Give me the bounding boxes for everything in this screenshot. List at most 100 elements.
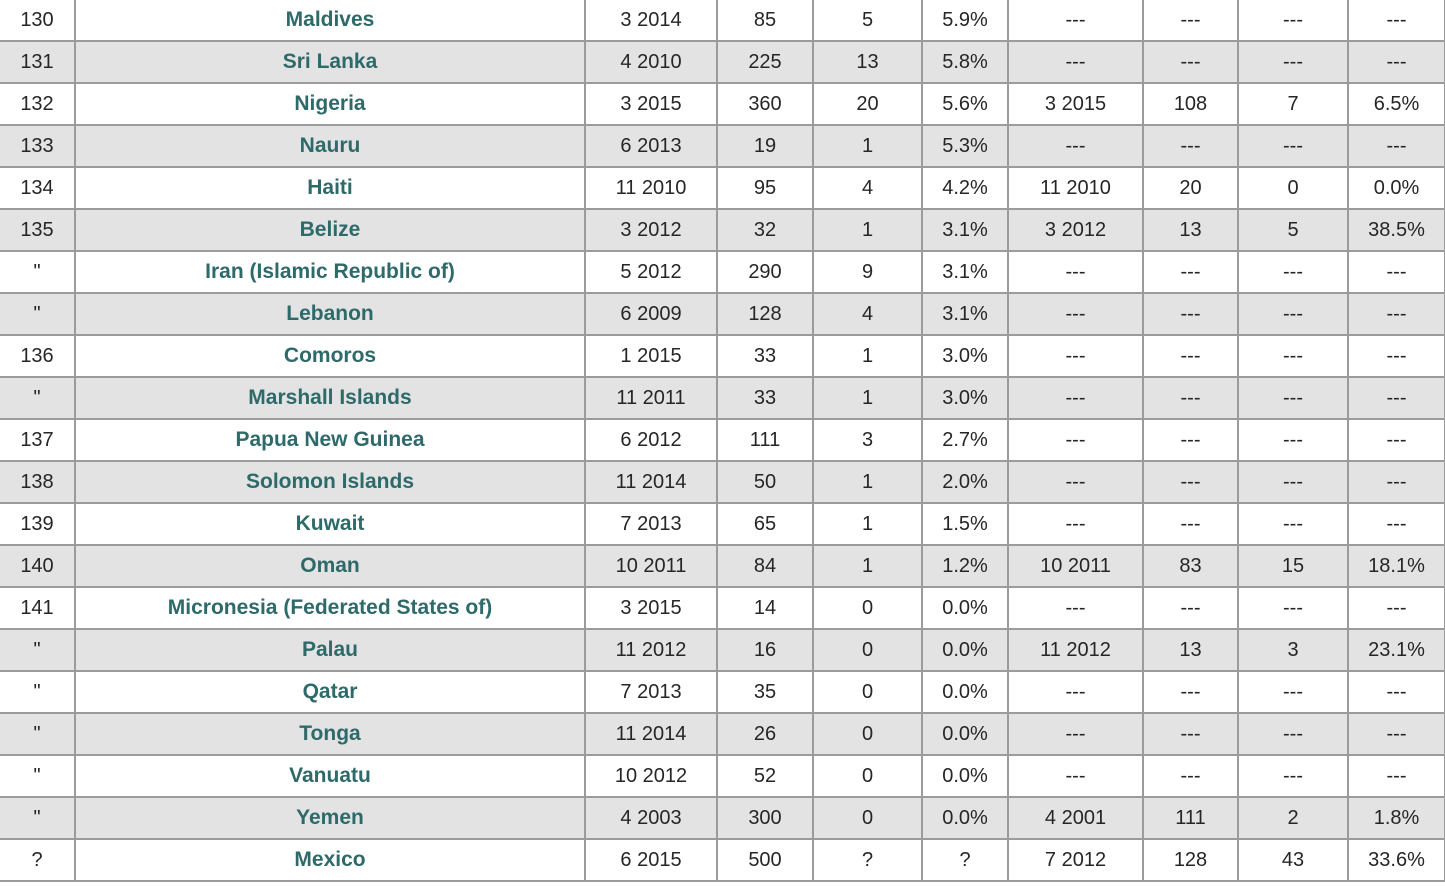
upper-house-women-cell: ---	[1237, 460, 1349, 504]
upper-house-seats-cell: ---	[1142, 376, 1239, 420]
upper-house-women-cell: ---	[1237, 418, 1349, 462]
lower-house-women-cell: 1	[812, 502, 923, 546]
upper-house-seats-cell: 111	[1142, 796, 1239, 840]
table-row: 133 Nauru 6 2013 19 1 5.3% --- --- --- -…	[0, 124, 1445, 168]
lower-house-elections-cell: 11 2011	[584, 376, 718, 420]
country-link[interactable]: Palau	[301, 638, 359, 661]
upper-house-elections-cell: ---	[1007, 754, 1144, 798]
country-link[interactable]: Lebanon	[286, 302, 374, 325]
lower-house-seats-cell: 52	[716, 754, 814, 798]
lower-house-elections-cell: 4 2010	[584, 40, 718, 84]
lower-house-seats-cell: 14	[716, 586, 814, 630]
upper-house-seats-cell: 13	[1142, 628, 1239, 672]
lower-house-seats-cell: 128	[716, 292, 814, 336]
upper-house-seats-cell: 128	[1142, 838, 1239, 882]
upper-house-percent-cell: ---	[1347, 586, 1445, 630]
upper-house-percent-cell: 0.0%	[1347, 166, 1445, 210]
upper-house-elections-cell: ---	[1007, 40, 1144, 84]
lower-house-percent-cell: 0.0%	[921, 796, 1009, 840]
country-cell: Iran (Islamic Republic of)	[74, 250, 586, 294]
country-link[interactable]: Marshall Islands	[248, 386, 412, 409]
country-cell: Comoros	[74, 334, 586, 378]
table-row: " Iran (Islamic Republic of) 5 2012 290 …	[0, 250, 1445, 294]
country-link[interactable]: Solomon Islands	[245, 470, 415, 493]
country-link[interactable]: Oman	[300, 554, 360, 577]
lower-house-percent-cell: 0.0%	[921, 754, 1009, 798]
country-link[interactable]: Micronesia (Federated States of)	[167, 596, 493, 619]
upper-house-percent-cell: ---	[1347, 670, 1445, 714]
country-link[interactable]: Qatar	[302, 680, 358, 703]
upper-house-percent-cell: 18.1%	[1347, 544, 1445, 588]
lower-house-elections-cell: 11 2014	[584, 460, 718, 504]
rank-cell: "	[0, 796, 76, 840]
country-link[interactable]: Tonga	[299, 722, 361, 745]
upper-house-women-cell: ---	[1237, 586, 1349, 630]
table-row: 141 Micronesia (Federated States of) 3 2…	[0, 586, 1445, 630]
upper-house-elections-cell: ---	[1007, 334, 1144, 378]
upper-house-percent-cell: 38.5%	[1347, 208, 1445, 252]
lower-house-women-cell: 3	[812, 418, 923, 462]
country-link[interactable]: Haiti	[307, 176, 353, 199]
lower-house-elections-cell: 6 2013	[584, 124, 718, 168]
lower-house-elections-cell: 1 2015	[584, 334, 718, 378]
country-link[interactable]: Nigeria	[294, 92, 366, 115]
country-link[interactable]: Comoros	[283, 344, 377, 367]
rank-cell: 130	[0, 0, 76, 42]
rank-cell: "	[0, 292, 76, 336]
country-link[interactable]: Papua New Guinea	[235, 428, 425, 451]
lower-house-elections-cell: 11 2010	[584, 166, 718, 210]
lower-house-percent-cell: 1.5%	[921, 502, 1009, 546]
table-row: " Tonga 11 2014 26 0 0.0% --- --- --- --…	[0, 712, 1445, 756]
country-cell: Vanuatu	[74, 754, 586, 798]
upper-house-women-cell: ---	[1237, 376, 1349, 420]
country-link[interactable]: Yemen	[296, 806, 364, 829]
upper-house-elections-cell: ---	[1007, 250, 1144, 294]
upper-house-women-cell: 0	[1237, 166, 1349, 210]
rank-cell: 133	[0, 124, 76, 168]
lower-house-women-cell: 0	[812, 628, 923, 672]
country-link[interactable]: Belize	[299, 218, 361, 241]
lower-house-women-cell: ?	[812, 838, 923, 882]
table-row: 130 Maldives 3 2014 85 5 5.9% --- --- --…	[0, 0, 1445, 42]
upper-house-women-cell: 7	[1237, 82, 1349, 126]
upper-house-seats-cell: 20	[1142, 166, 1239, 210]
lower-house-percent-cell: 5.6%	[921, 82, 1009, 126]
upper-house-seats-cell: ---	[1142, 124, 1239, 168]
upper-house-percent-cell: ---	[1347, 250, 1445, 294]
country-link[interactable]: Sri Lanka	[282, 50, 378, 73]
country-cell: Sri Lanka	[74, 40, 586, 84]
country-cell: Oman	[74, 544, 586, 588]
upper-house-women-cell: ---	[1237, 124, 1349, 168]
lower-house-percent-cell: 4.2%	[921, 166, 1009, 210]
upper-house-women-cell: ---	[1237, 292, 1349, 336]
country-cell: Haiti	[74, 166, 586, 210]
country-cell: Micronesia (Federated States of)	[74, 586, 586, 630]
lower-house-seats-cell: 85	[716, 0, 814, 42]
lower-house-women-cell: 1	[812, 544, 923, 588]
country-link[interactable]: Vanuatu	[289, 764, 371, 787]
rank-cell: 131	[0, 40, 76, 84]
country-link[interactable]: Mexico	[294, 848, 366, 871]
lower-house-elections-cell: 3 2015	[584, 586, 718, 630]
upper-house-women-cell: ---	[1237, 502, 1349, 546]
lower-house-percent-cell: 0.0%	[921, 712, 1009, 756]
country-link[interactable]: Iran (Islamic Republic of)	[205, 260, 455, 283]
lower-house-seats-cell: 26	[716, 712, 814, 756]
country-link[interactable]: Nauru	[299, 134, 361, 157]
country-cell: Nauru	[74, 124, 586, 168]
country-cell: Belize	[74, 208, 586, 252]
table-row: 134 Haiti 11 2010 95 4 4.2% 11 2010 20 0…	[0, 166, 1445, 210]
rank-cell: 139	[0, 502, 76, 546]
lower-house-women-cell: 1	[812, 124, 923, 168]
country-link[interactable]: Kuwait	[295, 512, 365, 535]
country-link[interactable]: Maldives	[285, 8, 375, 31]
table-row: 137 Papua New Guinea 6 2012 111 3 2.7% -…	[0, 418, 1445, 462]
table-row: " Yemen 4 2003 300 0 0.0% 4 2001 111 2 1…	[0, 796, 1445, 840]
lower-house-percent-cell: 3.1%	[921, 292, 1009, 336]
table-row: 132 Nigeria 3 2015 360 20 5.6% 3 2015 10…	[0, 82, 1445, 126]
table-row: 139 Kuwait 7 2013 65 1 1.5% --- --- --- …	[0, 502, 1445, 546]
upper-house-elections-cell: ---	[1007, 712, 1144, 756]
upper-house-percent-cell: ---	[1347, 502, 1445, 546]
lower-house-seats-cell: 35	[716, 670, 814, 714]
lower-house-seats-cell: 50	[716, 460, 814, 504]
